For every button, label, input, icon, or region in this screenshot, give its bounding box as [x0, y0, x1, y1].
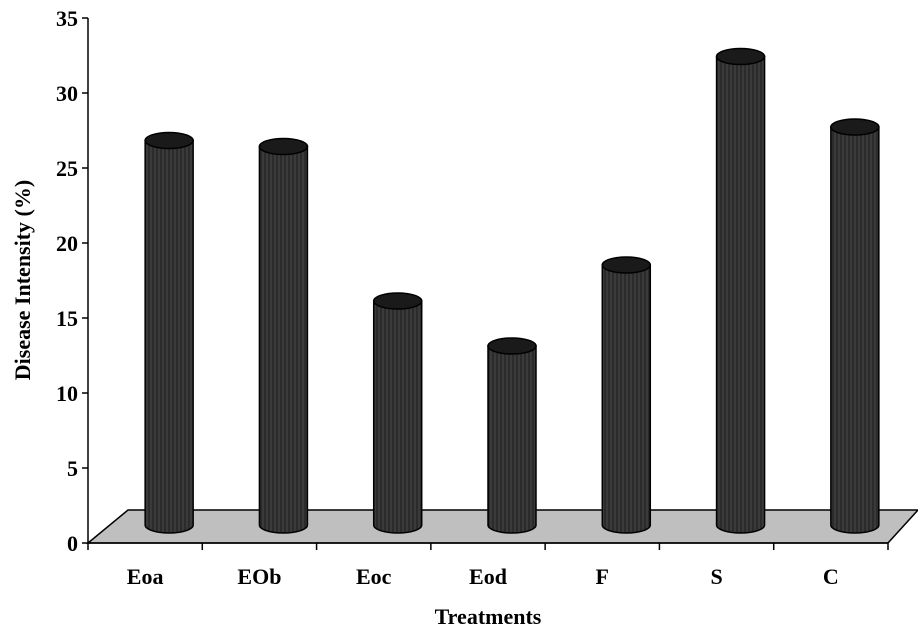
x-category-label: EOb [237, 564, 281, 589]
y-tick-group: 0 5 10 15 20 25 30 35 [56, 6, 88, 556]
y-tick-label: 30 [56, 81, 78, 106]
y-axis-title: Disease Intensity (%) [10, 180, 35, 380]
y-tick-label: 25 [56, 156, 78, 181]
x-category-label: F [596, 564, 609, 589]
x-category-label: S [710, 564, 722, 589]
bar-top-cap [258, 137, 309, 156]
bar-Eoa [144, 131, 194, 534]
bar-top-cap [715, 47, 766, 66]
y-tick-label: 10 [56, 381, 78, 406]
x-tick-group: Eoa EOb Eoc Eod F S C [87, 543, 889, 589]
bar-body [372, 300, 423, 534]
y-tick-label: 35 [56, 6, 78, 31]
bar-top-cap [830, 118, 880, 136]
bar-top-cap [487, 337, 537, 355]
x-category-label: C [823, 564, 839, 589]
bar-F [601, 256, 652, 534]
bar-C [830, 118, 880, 534]
x-axis-title: Treatments [435, 604, 542, 629]
y-tick-label: 20 [56, 231, 78, 256]
bar-S [715, 47, 766, 534]
bar-Eod [487, 337, 537, 534]
x-category-label: Eoa [127, 564, 164, 589]
bar-body [715, 55, 766, 534]
y-tick-label: 15 [56, 306, 78, 331]
x-category-label: Eoc [356, 564, 392, 589]
bar-top-cap [601, 256, 652, 274]
bar-Eoc [372, 292, 423, 534]
bar-body [487, 345, 537, 534]
bar-body [830, 126, 880, 534]
y-tick-label: 0 [67, 531, 78, 556]
bar-group [144, 47, 880, 534]
bar-body [258, 145, 309, 534]
x-category-label: Eod [469, 564, 507, 589]
bar-body [601, 264, 652, 534]
bar-top-cap [372, 292, 423, 310]
bar-top-cap [144, 131, 194, 150]
bar-EOb [258, 137, 309, 534]
bar-body [144, 139, 194, 534]
y-tick-label: 5 [67, 456, 78, 481]
